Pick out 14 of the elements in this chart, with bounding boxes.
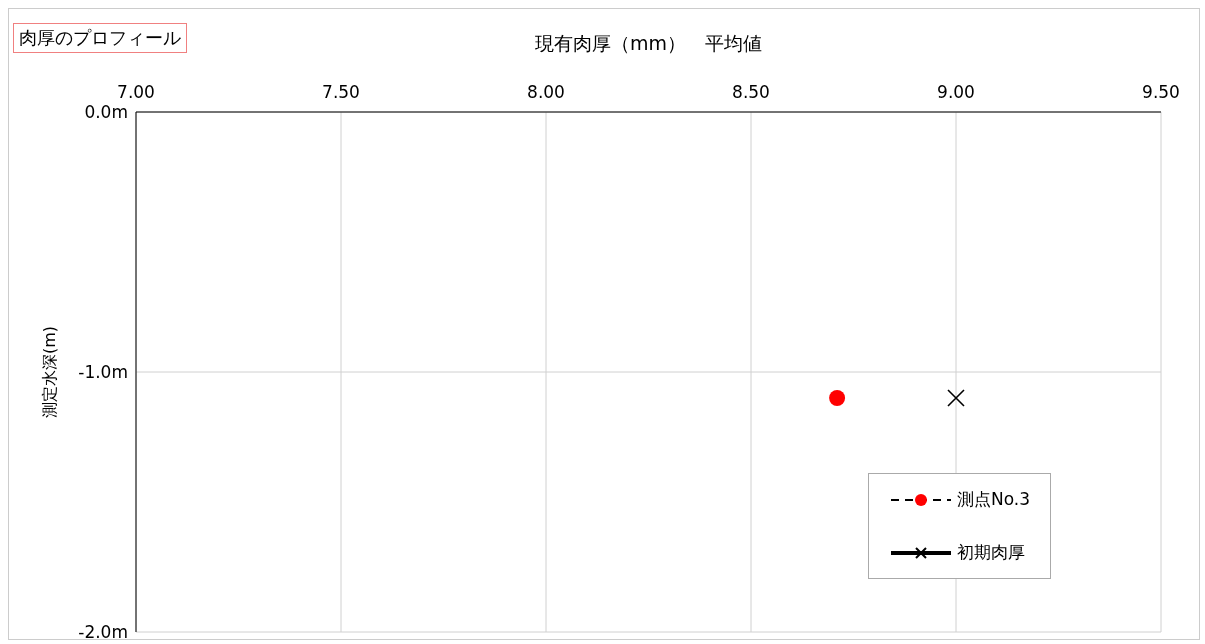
y-tick-label: 0.0m: [84, 102, 128, 123]
legend-label: 測点No.3: [956, 488, 1030, 511]
y-tick-label: -1.0m: [78, 362, 128, 383]
x-tick-label: 7.00: [117, 82, 155, 102]
y-axis-title: 測定水深(m): [39, 325, 59, 419]
x-tick-label: 9.50: [1142, 82, 1180, 102]
chart-title: 肉厚のプロフィール: [13, 23, 187, 53]
y-tick-label: -2.0m: [78, 622, 128, 643]
x-tick-label: 8.00: [527, 82, 565, 102]
x-tick-label: 7.50: [322, 82, 360, 102]
legend-label: 初期肉厚: [956, 541, 1025, 564]
x-tick-label: 9.00: [937, 82, 975, 102]
x-axis-title: 現有肉厚（mm） 平均値: [534, 32, 763, 55]
x-tick-label: 8.50: [732, 82, 770, 102]
